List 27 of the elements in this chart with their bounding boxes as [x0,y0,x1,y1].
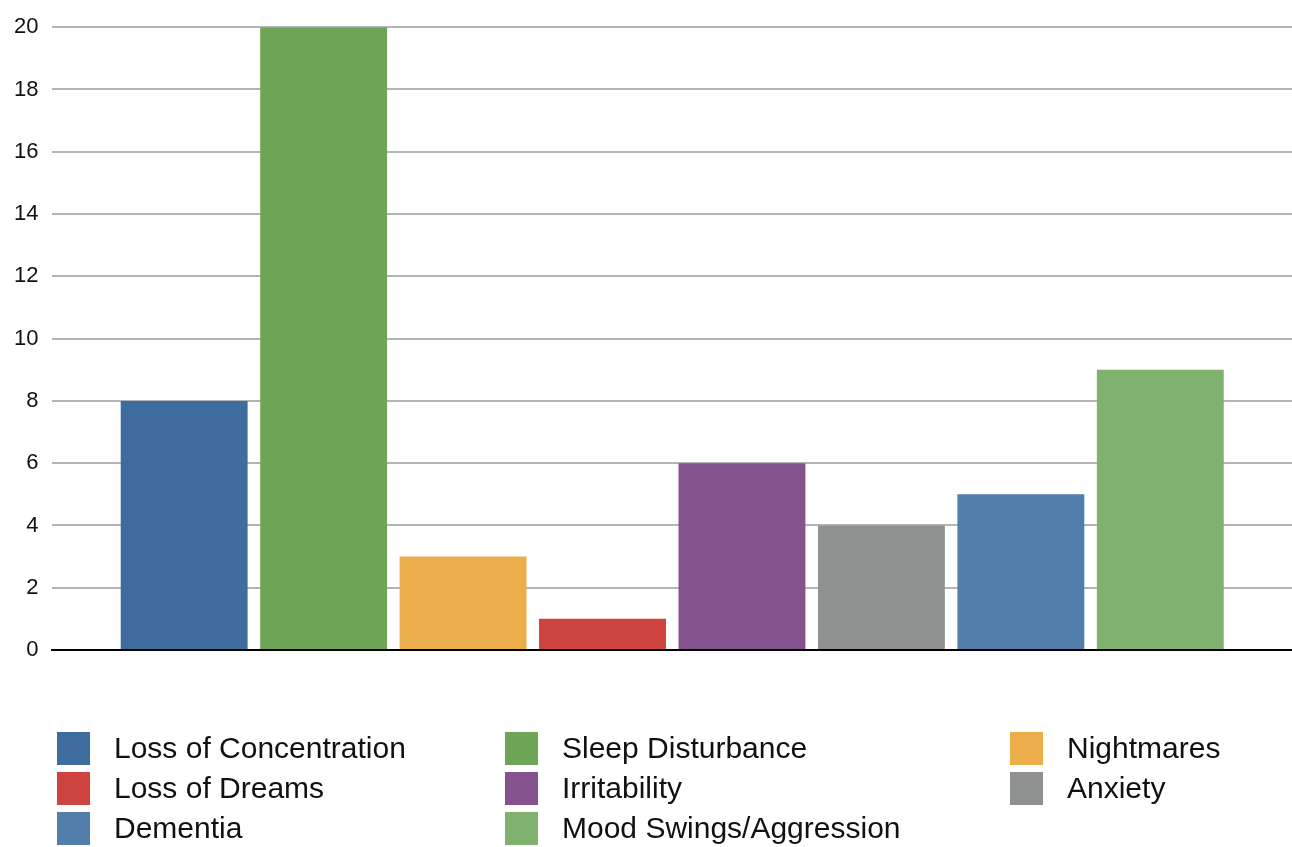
legend-label: Mood Swings/Aggression [562,811,901,845]
bar [260,27,388,649]
y-tick-label: 0 [26,636,39,662]
bar [399,556,527,649]
bar [120,400,248,649]
legend-label: Irritability [562,771,683,805]
legend-label: Sleep Disturbance [562,731,808,765]
y-tick-label: 4 [26,511,39,537]
legend-label: Loss of Concentration [114,731,406,765]
bar [678,463,806,649]
y-tick-label: 12 [13,262,39,288]
y-tick-label: 20 [13,13,39,39]
bar [957,494,1085,649]
bar [539,618,666,649]
y-tick-label: 6 [26,449,39,475]
y-tick-label: 18 [13,75,39,101]
y-tick-label: 16 [13,137,39,163]
y-tick-label: 14 [13,200,39,226]
legend-label: Loss of Dreams [114,771,325,805]
y-tick-label: 8 [26,386,39,412]
legend-label: Nightmares [1067,731,1221,765]
y-tick-label: 10 [13,324,39,350]
bar [817,525,945,649]
y-tick-label: 2 [26,573,39,599]
legend-label: Anxiety [1067,771,1166,805]
legend-label: Dementia [114,811,243,845]
bar [1096,369,1224,649]
